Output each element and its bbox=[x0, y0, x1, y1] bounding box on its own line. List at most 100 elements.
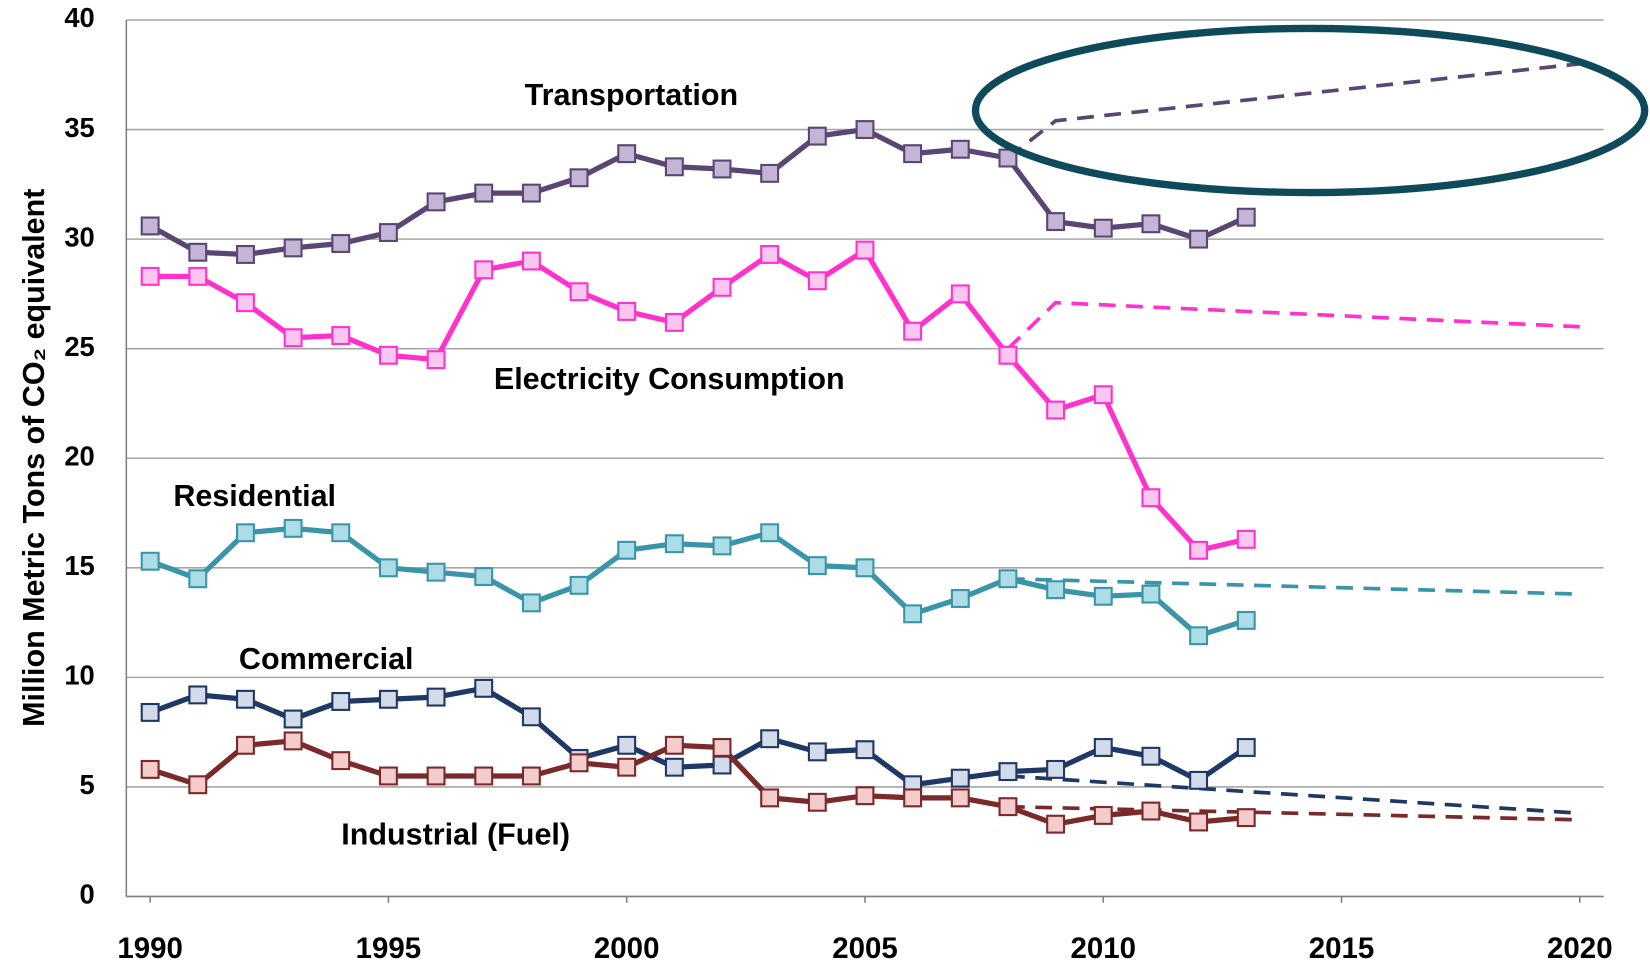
highlight-ellipse bbox=[971, 24, 1649, 197]
marker bbox=[569, 753, 589, 773]
y-axis-label: Million Metric Tons of CO₂ equivalent bbox=[17, 189, 51, 727]
marker bbox=[1189, 626, 1209, 646]
x-tick-label: 2020 bbox=[1547, 932, 1613, 965]
marker bbox=[426, 562, 446, 582]
marker bbox=[140, 551, 160, 571]
marker bbox=[807, 126, 827, 146]
marker bbox=[950, 768, 970, 788]
marker bbox=[521, 183, 541, 203]
marker bbox=[569, 575, 589, 595]
marker bbox=[426, 766, 446, 786]
marker bbox=[1141, 801, 1161, 821]
marker bbox=[712, 536, 732, 556]
x-tick-label: 2005 bbox=[832, 932, 898, 965]
marker bbox=[807, 742, 827, 762]
series-label: Industrial (Fuel) bbox=[341, 818, 570, 852]
series-line bbox=[149, 525, 1248, 639]
marker bbox=[1141, 584, 1161, 604]
marker bbox=[855, 558, 875, 578]
marker bbox=[664, 157, 684, 177]
marker bbox=[283, 328, 303, 348]
marker bbox=[712, 738, 732, 757]
marker bbox=[1236, 610, 1256, 630]
series-line bbox=[148, 126, 1248, 258]
marker bbox=[378, 558, 398, 578]
marker bbox=[1046, 814, 1066, 834]
marker bbox=[569, 168, 589, 188]
series-label: Transportation bbox=[525, 78, 739, 112]
x-tick-label: 2015 bbox=[1309, 932, 1375, 965]
marker bbox=[617, 144, 637, 164]
marker bbox=[1046, 212, 1066, 232]
marker bbox=[283, 238, 303, 258]
projection-line bbox=[1006, 61, 1581, 160]
marker bbox=[521, 251, 541, 271]
series-label: Residential bbox=[173, 479, 336, 513]
marker bbox=[1189, 812, 1209, 832]
marker bbox=[855, 240, 875, 260]
y-tick-label: 35 bbox=[64, 112, 94, 143]
marker bbox=[950, 589, 970, 608]
marker bbox=[235, 689, 255, 709]
x-tick-label: 2010 bbox=[1070, 932, 1136, 965]
marker bbox=[331, 751, 351, 771]
marker bbox=[283, 518, 303, 538]
marker bbox=[1189, 540, 1209, 560]
marker bbox=[331, 692, 351, 711]
series-line bbox=[149, 685, 1248, 788]
marker bbox=[950, 284, 970, 304]
marker bbox=[378, 766, 398, 786]
marker bbox=[331, 234, 351, 253]
marker bbox=[617, 735, 637, 755]
series-line bbox=[149, 738, 1247, 827]
marker bbox=[1236, 207, 1256, 227]
marker bbox=[235, 523, 255, 543]
marker bbox=[283, 709, 303, 729]
marker bbox=[807, 556, 827, 576]
marker bbox=[855, 740, 875, 760]
marker bbox=[140, 266, 160, 286]
projection-line bbox=[1006, 300, 1580, 351]
marker bbox=[188, 775, 208, 795]
marker bbox=[1046, 580, 1066, 600]
marker bbox=[998, 569, 1018, 589]
y-tick-label: 15 bbox=[64, 550, 94, 581]
marker bbox=[760, 163, 780, 183]
marker bbox=[950, 139, 970, 159]
projection-line bbox=[1007, 576, 1580, 596]
series-label: Electricity Consumption bbox=[494, 362, 845, 396]
marker bbox=[903, 604, 923, 624]
marker bbox=[807, 792, 827, 812]
marker bbox=[1093, 218, 1113, 238]
marker bbox=[569, 282, 589, 302]
marker bbox=[1046, 400, 1066, 420]
marker bbox=[760, 244, 780, 264]
marker bbox=[664, 757, 684, 777]
x-tick-label: 1990 bbox=[117, 932, 183, 965]
marker bbox=[712, 277, 732, 297]
marker bbox=[521, 766, 541, 786]
marker bbox=[1141, 746, 1161, 766]
y-tick-label: 30 bbox=[64, 221, 94, 252]
marker bbox=[1093, 586, 1113, 606]
marker bbox=[1093, 385, 1113, 405]
marker bbox=[664, 735, 684, 755]
marker bbox=[1236, 738, 1256, 757]
marker bbox=[474, 183, 494, 203]
marker bbox=[712, 159, 732, 179]
y-tick-label: 20 bbox=[64, 440, 94, 471]
marker bbox=[378, 689, 398, 709]
marker bbox=[474, 567, 494, 587]
marker bbox=[664, 534, 684, 554]
marker bbox=[188, 242, 208, 262]
marker bbox=[855, 120, 875, 140]
marker bbox=[760, 523, 780, 543]
marker bbox=[712, 755, 732, 775]
y-tick-label: 5 bbox=[80, 769, 95, 800]
marker bbox=[283, 731, 303, 751]
marker bbox=[140, 216, 160, 236]
y-tick-label: 25 bbox=[64, 331, 94, 362]
marker bbox=[760, 788, 780, 808]
marker bbox=[188, 685, 208, 705]
